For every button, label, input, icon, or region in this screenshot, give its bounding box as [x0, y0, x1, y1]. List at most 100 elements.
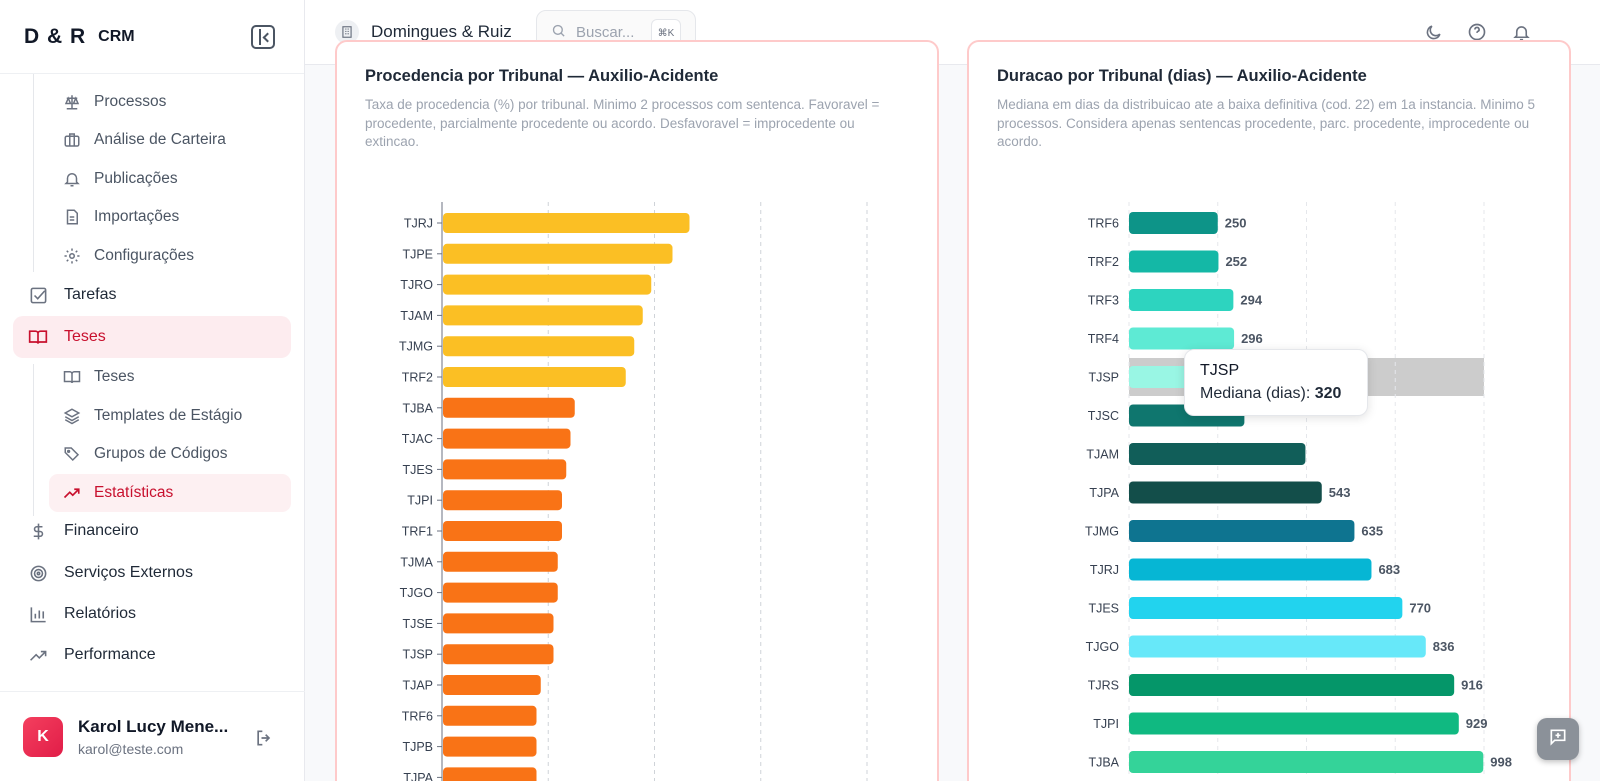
feedback-button[interactable]: [1537, 718, 1579, 760]
y-tick-label: TJPB: [402, 740, 433, 754]
bell-icon[interactable]: [1509, 20, 1533, 44]
scale-icon: [62, 92, 82, 112]
data-label: 294: [1240, 293, 1262, 308]
bar: [1129, 751, 1484, 773]
sidebar-item-label: Publicações: [94, 170, 178, 187]
y-tick-label: TJAM: [1086, 448, 1119, 462]
y-tick-label: TRF1: [402, 525, 433, 539]
bar: [1129, 674, 1455, 696]
data-label: 836: [1433, 639, 1455, 654]
y-tick-label: TJMA: [400, 555, 433, 569]
sidebar-item-configuracoes[interactable]: Configurações: [62, 237, 291, 275]
submenu-line: [33, 74, 34, 272]
sidebar-item-tarefas[interactable]: Tarefas: [28, 276, 291, 314]
user-profile: K Karol Lucy Mene... karol@teste.com: [0, 691, 305, 781]
bar: [1129, 635, 1426, 658]
y-tick-label: TRF2: [1088, 255, 1119, 269]
bar: [443, 367, 626, 387]
duracao-chart: 02505007501000TRF6250TRF2252TRF3294TRF42…: [1085, 202, 1512, 776]
y-tick-label: TRF6: [1088, 217, 1119, 231]
y-tick-label: TJRO: [400, 278, 433, 292]
submenu-line: [33, 364, 34, 516]
y-tick-label: TJPA: [403, 771, 433, 781]
y-tick-label: TJPE: [402, 247, 433, 261]
sidebar-item-label: Financeiro: [64, 522, 139, 539]
bar: [1129, 327, 1235, 350]
y-tick-label: TRF4: [1088, 332, 1119, 346]
bar: [1129, 212, 1218, 234]
y-tick-label: TJBA: [402, 401, 433, 415]
search-placeholder: Buscar...: [576, 24, 635, 41]
tooltip-label: Mediana (dias):: [1200, 385, 1311, 402]
bar: [443, 582, 558, 603]
tooltip-title: TJSP: [1200, 362, 1240, 379]
bar: [443, 644, 554, 665]
y-tick-label: TJRJ: [1090, 563, 1119, 577]
y-tick-label: TJES: [1088, 602, 1119, 616]
y-tick-label: TJGO: [400, 586, 434, 600]
user-name: Karol Lucy Mene...: [78, 716, 229, 736]
logout-icon[interactable]: [254, 728, 274, 746]
sidebar-item-label: Análise de Carteira: [94, 131, 226, 148]
sidebar-item-templates[interactable]: Templates de Estágio: [62, 397, 291, 435]
moon-icon[interactable]: [1421, 20, 1445, 44]
tooltip-line: Mediana (dias): 320: [1200, 385, 1352, 403]
y-tick-label: TJMG: [1085, 525, 1119, 539]
tags-icon: [62, 444, 82, 464]
bell-icon: [62, 169, 82, 189]
sidebar-item-grupos[interactable]: Grupos de Códigos: [62, 435, 291, 473]
avatar[interactable]: K: [23, 716, 63, 757]
data-label: 929: [1466, 716, 1488, 731]
company-selector[interactable]: Domingues & Ruiz: [335, 20, 512, 44]
bar: [443, 521, 562, 541]
brand: D & R CRM: [0, 0, 304, 74]
sidebar-item-label: Templates de Estágio: [94, 407, 243, 424]
bar: [443, 490, 562, 511]
bar: [443, 336, 635, 357]
bar: [443, 428, 571, 449]
sidebar-item-label: Serviços Externos: [64, 564, 193, 581]
sidebar-item-label: Estatísticas: [94, 484, 174, 501]
sidebar-item-publicacoes[interactable]: Publicações: [62, 160, 291, 198]
sidebar-item-label: Grupos de Códigos: [94, 445, 228, 462]
y-tick-label: TJAC: [402, 432, 433, 446]
sidebar-item-analise[interactable]: Análise de Carteira: [62, 121, 291, 159]
sidebar: D & R CRM Processos Análise de Carteira: [0, 0, 305, 781]
bar-chart-icon: [28, 604, 48, 624]
help-icon[interactable]: [1465, 20, 1489, 44]
data-label: 250: [1225, 216, 1247, 231]
trending-up-icon: [62, 483, 82, 503]
dollar-icon: [28, 521, 48, 541]
sidebar-item-label: Tarefas: [64, 286, 117, 303]
bar: [1129, 250, 1219, 273]
sidebar-item-importacoes[interactable]: Importações: [62, 198, 291, 236]
bar: [443, 459, 567, 480]
sidebar-item-financeiro[interactable]: Financeiro: [28, 512, 291, 550]
sidebar-item-performance[interactable]: Performance: [28, 636, 291, 674]
sidebar-item-teses[interactable]: Teses: [28, 318, 291, 356]
sidebar-item-processos[interactable]: Processos: [62, 83, 291, 121]
sidebar-item-teses-sub[interactable]: Teses: [62, 358, 291, 396]
briefcase-icon: [62, 130, 82, 150]
y-tick-label: TJSC: [1088, 409, 1119, 423]
active-highlight: [13, 316, 291, 358]
data-label: 916: [1461, 678, 1483, 693]
y-tick-label: TJBA: [1088, 756, 1119, 770]
sidebar-item-servicos[interactable]: Serviços Externos: [28, 554, 291, 592]
bar: [443, 736, 537, 757]
y-tick-label: TJES: [402, 463, 433, 477]
data-label: 770: [1409, 601, 1431, 616]
y-tick-label: TJPI: [407, 494, 433, 508]
file-icon: [62, 207, 82, 227]
bar: [443, 705, 537, 726]
chart-card-procedencia: Procedencia por Tribunal — Auxilio-Acide…: [335, 40, 939, 781]
bar: [1129, 481, 1322, 504]
sidebar-item-estatisticas[interactable]: Estatísticas: [62, 474, 291, 512]
message-plus-icon: [1548, 727, 1568, 752]
collapse-sidebar-icon[interactable]: [251, 25, 275, 49]
sidebar-item-relatorios[interactable]: Relatórios: [28, 595, 291, 633]
sidebar-item-label: Importações: [94, 208, 180, 225]
bar: [1129, 558, 1372, 581]
y-tick-label: TJSE: [402, 617, 433, 631]
sidebar-item-label: Processos: [94, 93, 167, 110]
